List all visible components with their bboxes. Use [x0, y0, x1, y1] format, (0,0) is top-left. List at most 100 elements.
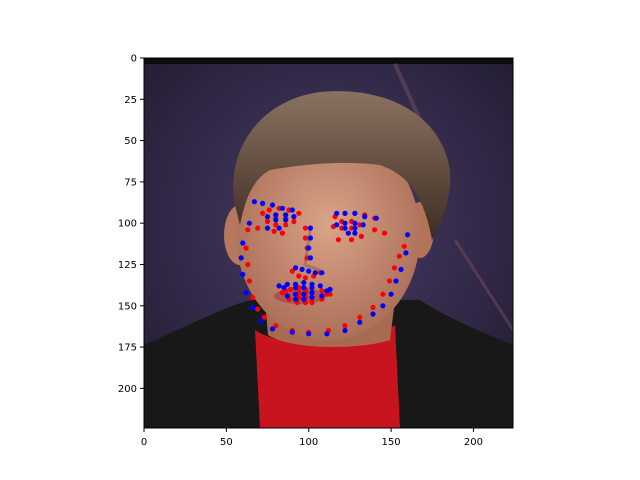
blue-landmark-point — [317, 283, 323, 289]
blue-landmark-point — [299, 266, 305, 272]
x-tick-label: 100 — [299, 437, 318, 448]
blue-landmark-point — [269, 202, 276, 208]
blue-landmark-point — [273, 212, 279, 218]
blue-landmark-point — [360, 222, 366, 228]
x-tick-label: 50 — [220, 437, 233, 448]
blue-landmark-point — [258, 318, 264, 324]
blue-landmark-point — [240, 271, 246, 277]
y-tick-label: 50 — [124, 136, 137, 147]
red-landmark-point — [381, 230, 388, 236]
red-landmark-point — [255, 225, 261, 231]
blue-landmark-point — [306, 331, 312, 337]
red-landmark-point — [261, 314, 267, 320]
blue-landmark-point — [283, 212, 289, 218]
red-landmark-point — [335, 237, 341, 243]
blue-landmark-point — [373, 215, 379, 221]
red-landmark-point — [391, 265, 397, 271]
red-landmark-point — [288, 286, 294, 292]
red-landmark-point — [260, 210, 266, 216]
y-tick-label: 25 — [124, 95, 137, 106]
blue-landmark-point — [307, 225, 313, 231]
blue-landmark-point — [345, 230, 351, 236]
blue-landmark-point — [388, 291, 394, 297]
y-tick-label: 175 — [118, 343, 137, 354]
blue-landmark-point — [301, 280, 307, 286]
red-landmark-point — [246, 278, 252, 284]
blue-landmark-point — [238, 255, 244, 261]
x-tick-label: 0 — [141, 437, 147, 448]
blue-landmark-point — [309, 285, 315, 291]
red-landmark-point — [342, 323, 348, 329]
blue-landmark-point — [334, 210, 340, 216]
blue-landmark-point — [403, 250, 409, 256]
blue-landmark-point — [370, 311, 376, 317]
blue-landmark-point — [324, 288, 330, 294]
blue-landmark-point — [293, 285, 299, 291]
blue-landmark-point — [276, 283, 282, 289]
blue-landmark-point — [307, 235, 313, 241]
blue-landmark-point — [352, 225, 358, 231]
blue-landmark-point — [284, 281, 290, 287]
red-landmark-point — [302, 225, 308, 231]
blue-landmark-point — [352, 210, 358, 216]
blue-landmark-point — [380, 303, 386, 309]
blue-landmark-point — [342, 220, 348, 226]
red-landmark-point — [380, 291, 386, 297]
red-landmark-point — [396, 253, 402, 259]
blue-landmark-point — [319, 270, 325, 276]
blue-landmark-point — [250, 304, 256, 310]
blue-landmark-point — [281, 285, 287, 291]
blue-landmark-point — [334, 222, 340, 228]
blue-landmark-point — [289, 207, 295, 213]
red-landmark-point — [255, 306, 261, 312]
blue-landmark-point — [352, 230, 358, 236]
red-landmark-point — [250, 294, 256, 301]
landmark-points — [238, 199, 411, 337]
blue-landmark-point — [243, 290, 249, 296]
red-landmark-point — [273, 222, 279, 228]
blue-landmark-point — [342, 210, 348, 216]
blue-landmark-point — [251, 199, 257, 205]
red-landmark-point — [386, 278, 393, 284]
blue-landmark-point — [301, 285, 307, 291]
blue-landmark-point — [352, 220, 358, 226]
blue-landmark-point — [301, 296, 307, 302]
blue-landmark-point — [293, 291, 299, 297]
red-landmark-point — [372, 227, 378, 233]
blue-landmark-point — [264, 214, 271, 220]
red-landmark-point — [243, 245, 249, 251]
blue-landmark-point — [306, 268, 312, 274]
red-landmark-point — [296, 210, 302, 216]
y-tick-label: 125 — [118, 260, 137, 271]
red-landmark-point — [271, 228, 277, 234]
x-tick-label: 200 — [464, 437, 483, 448]
red-landmark-point — [289, 268, 295, 274]
blue-landmark-point — [342, 225, 348, 231]
blue-landmark-point — [307, 255, 313, 261]
blue-landmark-point — [260, 200, 266, 206]
red-landmark-point — [309, 299, 315, 306]
red-landmark-point — [357, 314, 363, 320]
blue-landmark-point — [306, 245, 312, 251]
blue-landmark-point — [293, 265, 299, 271]
red-landmark-point — [273, 323, 279, 329]
y-tick-label: 100 — [118, 219, 137, 230]
red-landmark-point — [370, 304, 376, 310]
blue-landmark-point — [362, 214, 368, 220]
y-tick-label: 150 — [118, 301, 137, 312]
blue-landmark-point — [405, 232, 411, 238]
blue-landmark-point — [342, 327, 348, 334]
red-landmark-point — [296, 273, 302, 279]
red-landmark-point — [319, 288, 325, 294]
blue-landmark-point — [398, 266, 404, 272]
blue-landmark-point — [289, 329, 295, 335]
red-landmark-point — [291, 218, 297, 225]
red-landmark-point — [302, 275, 308, 281]
blue-landmark-point — [269, 326, 276, 332]
blue-landmark-point — [312, 270, 318, 276]
red-landmark-point — [283, 222, 289, 228]
axes-frame — [143, 57, 514, 429]
red-landmark-point — [401, 243, 407, 249]
blue-landmark-point — [309, 294, 315, 301]
